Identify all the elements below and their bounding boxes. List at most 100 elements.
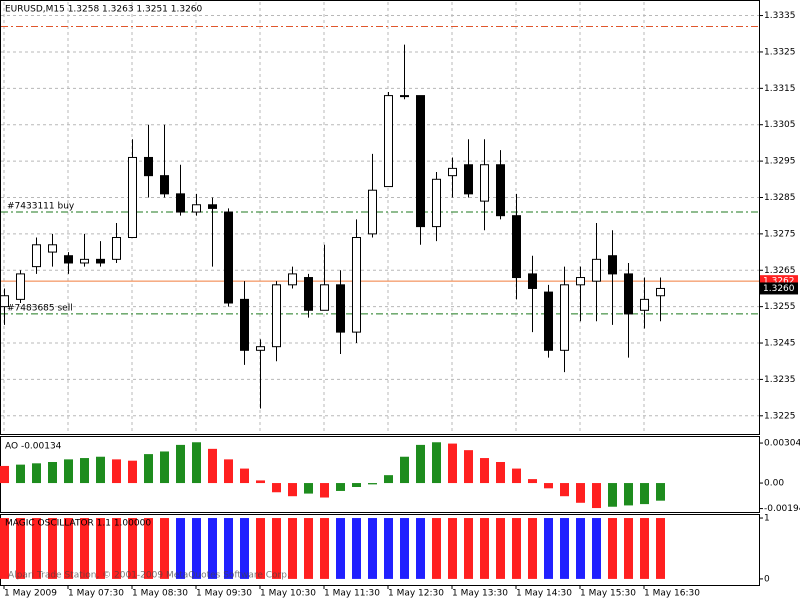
y-tick-label: 1.3245 (764, 339, 796, 349)
indicator-bar (160, 518, 169, 579)
indicator-bar (400, 456, 409, 484)
indicator-bar (112, 518, 121, 579)
candle-body (240, 298, 249, 351)
indicator-bar (656, 518, 665, 579)
candle-body (272, 284, 281, 348)
candle-body (80, 258, 89, 264)
indicator-bar (32, 518, 41, 579)
indicator-bar (480, 458, 489, 484)
candle-body (464, 164, 473, 195)
candle-body (592, 258, 601, 282)
level-label: #7483685 sell (7, 303, 73, 313)
y-tick-label: 1.3235 (764, 375, 796, 385)
indicator-bar (640, 518, 649, 579)
candle-body (320, 284, 329, 311)
y-tick-label: 1.3225 (764, 411, 796, 421)
y-tick-label: 1.3305 (764, 120, 796, 130)
candle-body (192, 204, 201, 213)
candle-body (336, 284, 345, 333)
indicator-bar (608, 483, 617, 507)
indicator-bar (240, 468, 249, 484)
candle-body (144, 156, 153, 177)
indicator-bar (432, 442, 441, 484)
candle-body (32, 244, 41, 268)
indicator-bar (272, 483, 281, 493)
indicator-bar (304, 518, 313, 579)
indicator-bar (400, 518, 409, 579)
candle-body (624, 273, 633, 315)
candle-body (160, 175, 169, 195)
indicator-bar (336, 518, 345, 579)
indicator-bar (544, 483, 553, 489)
indicator-bar (464, 450, 473, 484)
indicator-bar (416, 518, 425, 579)
indicator-bar (384, 475, 393, 484)
indicator-bar (560, 483, 569, 497)
candle-body (512, 215, 521, 279)
x-tick-label: 1 May 15:30 (580, 589, 636, 599)
indicator-bar (256, 480, 265, 484)
candle-body (560, 284, 569, 351)
indicator-bar (80, 458, 89, 484)
indicator-bar (224, 459, 233, 484)
candle-body (96, 258, 105, 264)
indicator-bar (624, 483, 633, 506)
x-tick-label: 1 May 07:30 (68, 589, 124, 599)
y-tick-label: 1.3255 (764, 302, 796, 312)
x-tick-label: 1 May 11:30 (324, 589, 380, 599)
indicator-bar (432, 518, 441, 579)
indicator-bar (224, 518, 233, 579)
indicator-bar (608, 518, 617, 579)
x-tick-label: 1 May 08:30 (132, 589, 188, 599)
y-tick-label: 1.3265 (764, 266, 796, 276)
indicator-bar (528, 518, 537, 579)
indicator-bar (96, 518, 105, 579)
indicator-bar (528, 479, 537, 484)
indicator-bar (592, 518, 601, 579)
candle-body (16, 273, 25, 300)
x-tick-label: 1 May 10:30 (260, 589, 316, 599)
indicator-bar (272, 518, 281, 579)
indicator-bar (448, 443, 457, 484)
indicator-bar (160, 451, 169, 484)
indicator-bar (480, 518, 489, 579)
indicator-bar (560, 518, 569, 579)
indicator-bar (16, 518, 25, 579)
indicator-bar (256, 518, 265, 579)
indicator-bar (192, 442, 201, 484)
x-tick-label: 1 May 14:30 (516, 589, 572, 599)
watermark: Alpari Trade Station, © 2001-2009 MetaQu… (8, 571, 290, 581)
indicator-bar (576, 518, 585, 579)
candle-body (416, 95, 425, 228)
y-tick-label: 0.00304 (764, 439, 800, 449)
y-tick-label: 0.00 (764, 479, 784, 489)
candle-body (656, 287, 665, 297)
indicator-bar (288, 483, 297, 497)
candle-body (496, 164, 505, 217)
indicator-bar (368, 483, 377, 485)
candle-body (256, 346, 265, 351)
price-tag-label: 1.3260 (763, 284, 795, 294)
indicator-bar (48, 462, 57, 484)
indicator-bar (16, 464, 25, 484)
indicator-bar (176, 518, 185, 579)
candle-body (480, 164, 489, 202)
indicator-bar (144, 454, 153, 484)
indicator-bar (576, 483, 585, 503)
y-tick-label: 0 (764, 574, 770, 584)
price-tag-label: 1.3262 (763, 277, 795, 287)
y-tick-label: 1.3325 (764, 47, 796, 57)
candle-body (64, 255, 73, 264)
main-panel (0, 0, 760, 435)
indicator-bar (208, 448, 217, 484)
indicator-bar (112, 459, 121, 484)
indicator-bar (640, 483, 649, 505)
y-tick-label: 1.3275 (764, 229, 796, 239)
chart-title: EURUSD,M15 1.3258 1.3263 1.3251 1.3260 (5, 5, 203, 15)
indicator-bar (96, 456, 105, 484)
candle-body (576, 277, 585, 286)
indicator-bar (80, 518, 89, 579)
indicator-bar (144, 518, 153, 579)
indicator-bar (656, 483, 665, 501)
